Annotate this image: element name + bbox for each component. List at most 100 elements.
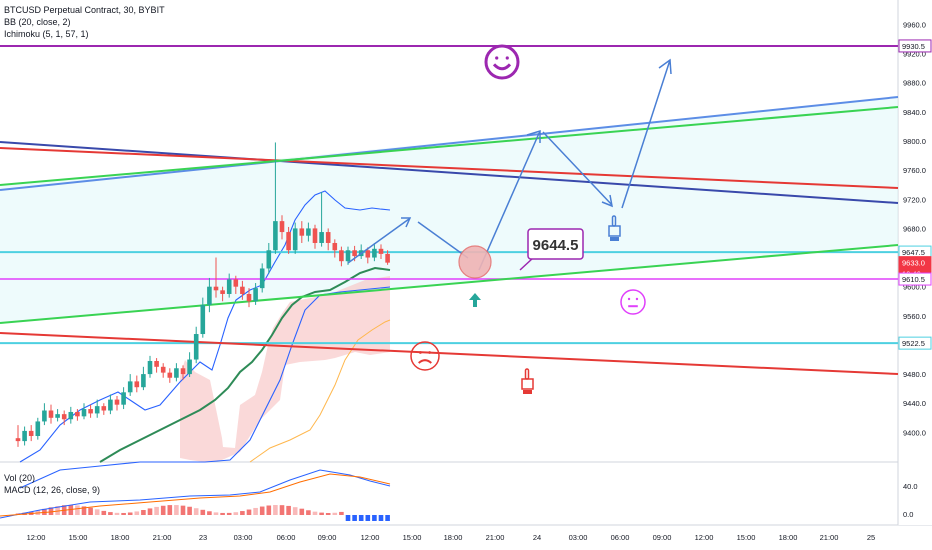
sub-tick-label: 40.0 <box>903 482 918 491</box>
macd-histogram-bar <box>259 506 265 515</box>
candle-body <box>22 430 27 442</box>
macd-histogram-bar <box>42 508 47 515</box>
trendline-red-upper <box>0 147 899 189</box>
candle-body <box>180 368 186 375</box>
face-outline <box>484 44 520 80</box>
y-tick-label: 9440.0 <box>903 399 926 408</box>
price-tag-label: 9610.5 <box>902 275 925 284</box>
hand-palm <box>608 225 621 237</box>
channel-fill <box>0 98 898 324</box>
macd-histogram-bar <box>174 505 179 515</box>
candle-body <box>127 381 133 393</box>
candle-body <box>220 290 225 294</box>
macd-histogram-bar <box>147 508 153 515</box>
trendline-red-lower <box>0 332 899 375</box>
bb-lower-band <box>19 286 391 489</box>
macd-histogram-bar <box>378 515 384 521</box>
x-tick-label: 24 <box>533 533 541 542</box>
y-tick-label: 9880.0 <box>903 79 926 88</box>
ichimoku-lagging <box>249 319 391 463</box>
candle-body <box>75 411 80 417</box>
macd-histogram-bar <box>127 512 133 515</box>
bb-upper-band <box>19 190 391 463</box>
macd-histogram-bar <box>292 507 298 515</box>
candle-body <box>299 228 305 236</box>
x-tick-label: 06:00 <box>277 533 296 542</box>
x-tick-label: 12:00 <box>27 533 46 542</box>
chart-legend: BTCUSD Perpetual Contract, 30, BYBIT BB … <box>4 4 165 40</box>
face-outline <box>620 289 646 315</box>
arrowhead-4 <box>601 194 613 208</box>
candle-body <box>325 232 331 243</box>
macd-histogram-bar <box>167 505 173 515</box>
candle-body <box>68 411 74 420</box>
x-tick-label: 12:00 <box>695 533 714 542</box>
hand-cuff <box>610 237 619 241</box>
macd-histogram-bar <box>121 512 126 515</box>
macd-histogram-bar <box>306 510 311 515</box>
macd-histogram-bar <box>240 511 245 515</box>
candle-body <box>61 414 67 420</box>
macd-histogram-bar <box>332 512 338 515</box>
price-tag-box <box>898 272 932 286</box>
x-tick-label: 18:00 <box>444 533 463 542</box>
candle-body <box>141 374 146 388</box>
x-tick-label: 06:00 <box>611 533 630 542</box>
macd-histogram-bar <box>200 509 206 515</box>
macd-histogram-bar <box>266 505 272 515</box>
candle-body <box>233 279 239 287</box>
candle-body <box>55 414 60 418</box>
trendline-green-lower <box>0 244 899 324</box>
macd-histogram-bar <box>187 506 192 515</box>
candle-body <box>81 409 87 417</box>
indicator-vol[interactable]: Vol (20) <box>4 473 36 483</box>
candle-body <box>286 232 291 251</box>
price-tag-label: 9633.0 <box>902 259 925 268</box>
bb-basis-line <box>99 266 391 463</box>
indicator-bb[interactable]: BB (20, close, 2) <box>4 17 71 27</box>
trendline-blue-up <box>0 96 899 191</box>
projection-arrow-3 <box>478 130 541 271</box>
candle-body <box>332 242 338 251</box>
indicator-macd[interactable]: MACD (12, 26, close, 9) <box>4 485 101 495</box>
y-tick-label: 9680.0 <box>903 224 926 233</box>
hand-palm <box>521 378 534 390</box>
candle-body <box>226 279 232 294</box>
candle-body <box>134 381 140 388</box>
price-tag-box <box>898 336 932 350</box>
macd-histogram-bar <box>226 512 232 515</box>
symbol-line[interactable]: BTCUSD Perpetual Contract, 30, BYBIT <box>4 5 165 15</box>
macd-histogram-bar <box>352 515 357 521</box>
indicator-ichimoku[interactable]: Ichimoku (5, 1, 57, 1) <box>4 29 89 39</box>
projection-arrow-5 <box>621 59 671 209</box>
macd-histogram-bar <box>55 506 60 515</box>
candle-body <box>292 228 298 251</box>
candle-body <box>88 409 93 414</box>
candle-body <box>365 250 371 258</box>
candle-body <box>108 399 113 411</box>
x-tick-label: 03:00 <box>234 533 253 542</box>
callout-box <box>527 228 584 260</box>
macd-histogram-bar <box>94 509 100 515</box>
candle-body <box>94 406 100 414</box>
macd-histogram-bar <box>365 515 371 521</box>
macd-histogram-bar <box>358 515 364 521</box>
x-tick-label: 15:00 <box>69 533 88 542</box>
candle-body <box>147 360 153 375</box>
candle-body <box>200 304 206 335</box>
neutral-face-icon <box>620 289 646 315</box>
candle-body <box>253 288 258 302</box>
candle-body <box>101 406 107 411</box>
candle-body <box>48 410 54 418</box>
y-tick-label: 9760.0 <box>903 166 926 175</box>
macd-histogram-bar <box>88 507 93 515</box>
x-tick-label: 21:00 <box>153 533 172 542</box>
candle-body <box>319 232 324 243</box>
candle-body <box>160 366 166 373</box>
macd-histogram-bar <box>154 506 159 515</box>
face-eye <box>428 351 432 354</box>
happy-face-icon <box>484 44 520 80</box>
candle-body <box>213 286 219 291</box>
macd-histogram-bar <box>233 512 239 515</box>
